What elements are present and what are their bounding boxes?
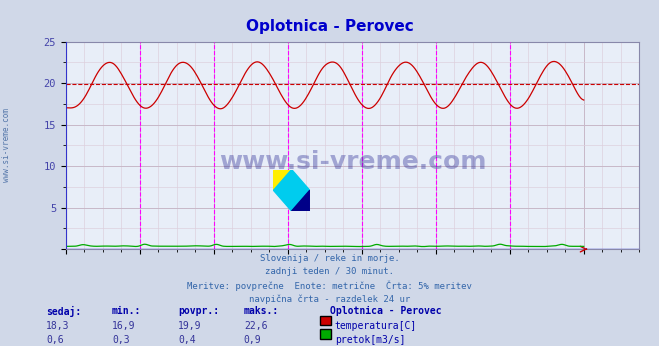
Text: www.si-vreme.com: www.si-vreme.com: [2, 108, 11, 182]
Text: 0,4: 0,4: [178, 335, 196, 345]
Text: 22,6: 22,6: [244, 321, 268, 331]
Text: pretok[m3/s]: pretok[m3/s]: [335, 335, 405, 345]
Text: min.:: min.:: [112, 306, 142, 316]
Polygon shape: [291, 190, 310, 211]
Polygon shape: [273, 170, 291, 190]
Text: www.si-vreme.com: www.si-vreme.com: [219, 150, 486, 174]
Text: maks.:: maks.:: [244, 306, 279, 316]
Text: Oplotnica - Perovec: Oplotnica - Perovec: [330, 306, 441, 316]
Text: temperatura[C]: temperatura[C]: [335, 321, 417, 331]
Text: 18,3: 18,3: [46, 321, 70, 331]
Text: povpr.:: povpr.:: [178, 306, 219, 316]
Text: 0,9: 0,9: [244, 335, 262, 345]
Text: sedaj:: sedaj:: [46, 306, 81, 317]
Text: 19,9: 19,9: [178, 321, 202, 331]
Text: 16,9: 16,9: [112, 321, 136, 331]
Text: 0,3: 0,3: [112, 335, 130, 345]
Polygon shape: [273, 170, 310, 211]
Text: 0,6: 0,6: [46, 335, 64, 345]
Text: Oplotnica - Perovec: Oplotnica - Perovec: [246, 19, 413, 34]
Text: Slovenija / reke in morje.
zadnji teden / 30 minut.
Meritve: povprečne  Enote: m: Slovenija / reke in morje. zadnji teden …: [187, 254, 472, 304]
